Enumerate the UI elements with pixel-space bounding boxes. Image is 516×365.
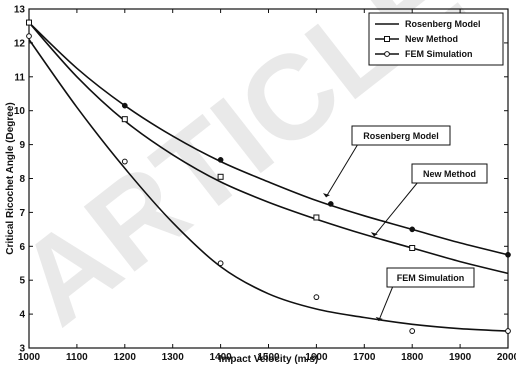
x-tick-label: 2000	[497, 352, 516, 363]
callout-label: Rosenberg Model	[363, 131, 439, 141]
new-method-point	[409, 244, 416, 251]
y-tick-label: 5	[19, 276, 25, 287]
rosenberg-model-point	[121, 102, 128, 109]
legend-entry-new-method: New Method	[375, 34, 458, 44]
fem-simulation-point	[26, 33, 32, 40]
fem-simulation-point	[121, 158, 128, 165]
x-tick-label: 1900	[449, 352, 472, 363]
callouts: Rosenberg Model New Method FEM Simulation	[322, 125, 488, 322]
x-tick-label: 1300	[162, 352, 185, 363]
callout-fem-simulation: FEM Simulation	[375, 267, 475, 322]
legend-swatch-marker	[384, 36, 390, 42]
callout-leader	[378, 285, 394, 322]
y-tick-label: 9	[19, 140, 25, 151]
callout-leader	[325, 143, 359, 198]
y-tick-label: 4	[19, 310, 25, 321]
y-tick-label: 6	[19, 242, 25, 253]
new-method-point	[217, 173, 224, 180]
fem-simulation-point	[217, 260, 224, 267]
x-tick-label: 1600	[305, 352, 328, 363]
callout-arrowhead	[375, 316, 383, 321]
rosenberg-model-point	[217, 157, 224, 163]
callout-box	[411, 163, 488, 184]
callout-leader	[373, 181, 419, 237]
fem-simulation-point	[313, 294, 320, 301]
x-tick-label: 1100	[66, 352, 88, 363]
x-tick-label: 1000	[18, 352, 41, 363]
x-tick-label: 1500	[257, 352, 280, 363]
callout-label: FEM Simulation	[397, 273, 465, 283]
y-tick-label: 13	[14, 5, 26, 16]
callout-label: New Method	[423, 169, 476, 179]
legend: Rosenberg Model New Method FEM Simulation	[368, 12, 504, 66]
callout-arrowhead	[370, 232, 378, 237]
rosenberg-model-curve	[28, 22, 509, 256]
y-tick-label: 11	[14, 72, 25, 83]
new-method-curve	[28, 22, 509, 275]
rosenberg-model-point	[327, 201, 334, 207]
y-tick-label: 3	[19, 344, 25, 355]
series-curves	[28, 22, 509, 332]
x-tick-label: 1200	[114, 352, 137, 363]
rosenberg-model-point	[409, 226, 416, 233]
legend-entry-fem-simulation: FEM Simulation	[375, 49, 473, 59]
series-markers	[26, 19, 511, 334]
callout-rosenberg-model: Rosenberg Model	[322, 125, 451, 198]
y-tick-label: 10	[14, 106, 26, 117]
legend-label: FEM Simulation	[405, 49, 473, 59]
new-method-point	[121, 116, 128, 123]
y-tick-label: 7	[19, 208, 25, 219]
fem-simulation-point	[409, 328, 416, 334]
new-method-point	[313, 214, 320, 221]
y-tick-label: 12	[14, 38, 26, 49]
x-tick-label: 1700	[353, 352, 376, 363]
callout-arrowhead	[322, 193, 330, 198]
rosenberg-model-point	[505, 251, 511, 258]
callout-box	[351, 125, 451, 146]
x-axis-label: Impact Velocity (m/s)	[219, 354, 318, 365]
legend-swatch-marker	[384, 51, 390, 57]
y-axis-ticks: 3 4 5 6 7 8 9 10 11 12 13	[14, 5, 508, 355]
callout-new-method: New Method	[370, 163, 488, 237]
callout-box	[386, 267, 475, 288]
x-tick-label: 1800	[401, 352, 424, 363]
y-tick-label: 8	[19, 174, 25, 185]
x-axis-ticks: 1000 1100 1200 1300 1400 1500 1600 1700 1800 1900…	[18, 9, 516, 363]
new-method-point	[26, 19, 32, 26]
y-axis-label: Critical Ricochet Angle (Degree)	[5, 102, 16, 254]
x-tick-label: 1400	[209, 352, 232, 363]
fem-simulation-point	[505, 328, 511, 334]
legend-label: Rosenberg Model	[405, 19, 481, 29]
fem-simulation-curve	[28, 39, 509, 332]
legend-entry-rosenberg-model: Rosenberg Model	[375, 19, 481, 29]
legend-label: New Method	[405, 34, 458, 44]
